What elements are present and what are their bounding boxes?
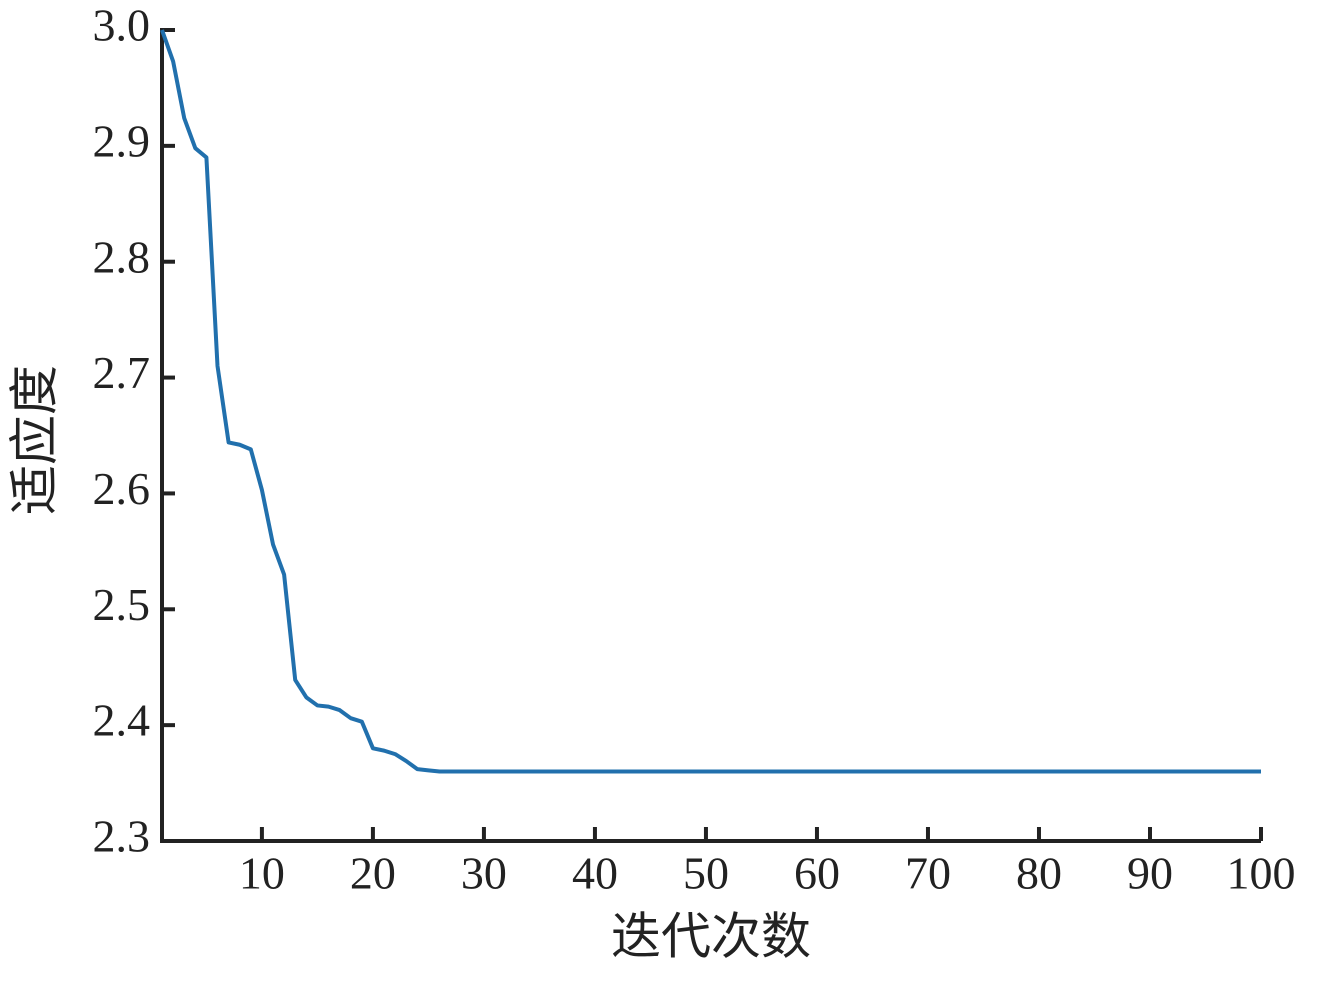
x-tick-label: 50 xyxy=(683,848,729,899)
x-tick-label: 70 xyxy=(905,848,951,899)
x-tick-label: 40 xyxy=(572,848,618,899)
y-tick-label: 2.4 xyxy=(93,695,151,746)
x-tick-label: 100 xyxy=(1227,848,1296,899)
y-axis-label: 适应度 xyxy=(6,365,62,515)
y-tick-label: 2.9 xyxy=(93,115,151,166)
data-line xyxy=(160,29,1261,774)
x-tick-label: 60 xyxy=(794,848,840,899)
x-tick-label: 80 xyxy=(1016,848,1062,899)
x-tick-label: 20 xyxy=(350,848,396,899)
x-tick-label: 90 xyxy=(1127,848,1173,899)
y-tick-label: 2.6 xyxy=(93,463,151,514)
y-tick-label: 2.8 xyxy=(93,231,151,282)
y-tick-label: 2.7 xyxy=(93,347,151,398)
y-tick-label: 3.0 xyxy=(93,0,151,51)
y-tick-label: 2.5 xyxy=(93,579,151,630)
x-tick-label: 10 xyxy=(239,848,285,899)
y-tick-label: 2.3 xyxy=(93,811,151,862)
x-axis-label: 迭代次数 xyxy=(611,908,811,964)
x-tick-label: 30 xyxy=(461,848,507,899)
